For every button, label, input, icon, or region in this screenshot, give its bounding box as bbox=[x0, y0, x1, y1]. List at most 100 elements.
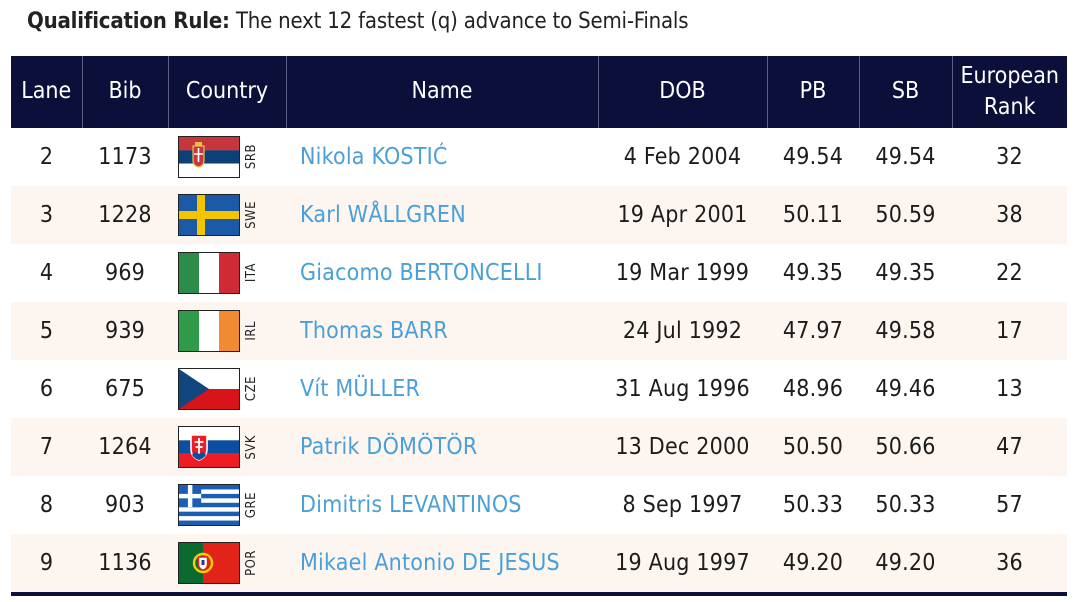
country-code: SVK bbox=[244, 434, 259, 460]
country-code: CZE bbox=[244, 376, 259, 402]
serbia-flag bbox=[178, 136, 240, 178]
sb-cell: 49.35 bbox=[875, 260, 936, 286]
pb-cell: 47.97 bbox=[767, 302, 859, 360]
lane-cell: 5 bbox=[11, 302, 82, 360]
lane-cell: 2 bbox=[39, 144, 54, 170]
dob-cell: 24 Jul 1992 bbox=[598, 302, 767, 360]
country-cell: SVK bbox=[168, 418, 286, 476]
bib-cell: 939 bbox=[82, 302, 168, 360]
athlete-name-link[interactable]: Nikola KOSTIĆ bbox=[300, 144, 448, 170]
header-rank-line1: European bbox=[960, 62, 1059, 89]
athlete-name-link[interactable]: Thomas BARR bbox=[286, 302, 598, 360]
sweden-flag bbox=[178, 194, 240, 236]
sb-cell: 49.58 bbox=[859, 302, 952, 360]
pb-cell: 48.96 bbox=[782, 376, 844, 402]
european-rank-cell: 47 bbox=[952, 418, 1067, 476]
dob-cell: 19 Mar 1999 bbox=[615, 260, 750, 286]
european-rank-cell: 38 bbox=[952, 186, 1067, 244]
country-code: SWE bbox=[244, 201, 259, 229]
header-sb: SB bbox=[858, 56, 952, 128]
header-country: Country bbox=[167, 56, 286, 128]
pb-cell: 49.35 bbox=[782, 260, 844, 286]
qualification-rule: Qualification Rule: The next 12 fastest … bbox=[27, 9, 689, 34]
lane-cell: 4 bbox=[39, 260, 54, 286]
athlete-name-link[interactable]: Karl WÅLLGREN bbox=[286, 186, 598, 244]
european-rank-cell: 57 bbox=[996, 492, 1023, 518]
bib-cell: 675 bbox=[104, 376, 146, 402]
country-cell: CZE bbox=[168, 360, 286, 418]
pb-cell: 50.33 bbox=[782, 492, 844, 518]
dob-cell: 8 Sep 1997 bbox=[622, 492, 743, 518]
table-row: 8 903 GRE Dimitris LEVANTINOS 8 Sep 1997 50.3… bbox=[11, 476, 1067, 534]
table-row: 6 675 CZE Vít MÜLLER 31 Aug 1996 48.96 49.46 13 bbox=[11, 360, 1067, 418]
lane-cell: 8 bbox=[39, 492, 54, 518]
athlete-name-link[interactable]: Vít MÜLLER bbox=[300, 376, 421, 402]
dob-cell: 13 Dec 2000 bbox=[598, 418, 767, 476]
table-row: 9 1136 POR Mikael Antonio DE JESUS 19 Aug 19… bbox=[11, 534, 1067, 596]
bib-cell: 1228 bbox=[82, 186, 168, 244]
country-code: POR bbox=[244, 550, 259, 576]
bib-cell: 1136 bbox=[82, 534, 168, 596]
slovakia-flag bbox=[178, 426, 240, 468]
portugal-flag bbox=[178, 542, 240, 584]
dob-cell: 19 Apr 2001 bbox=[598, 186, 767, 244]
dob-cell: 31 Aug 1996 bbox=[615, 376, 750, 402]
sb-cell: 49.54 bbox=[875, 144, 936, 170]
pb-cell: 49.20 bbox=[767, 534, 859, 596]
country-cell: SWE bbox=[168, 186, 286, 244]
sb-cell: 50.66 bbox=[859, 418, 952, 476]
lane-cell: 6 bbox=[39, 376, 54, 402]
european-rank-cell: 17 bbox=[952, 302, 1067, 360]
lane-cell: 7 bbox=[11, 418, 82, 476]
pb-cell: 49.54 bbox=[782, 144, 844, 170]
athlete-name-link[interactable]: Patrik DÖMÖTÖR bbox=[286, 418, 598, 476]
ireland-flag bbox=[178, 310, 240, 352]
european-rank-cell: 13 bbox=[996, 376, 1023, 402]
sb-cell: 49.20 bbox=[859, 534, 952, 596]
start-list-table: Lane Bib Country Name DOB PB SB European… bbox=[11, 56, 1067, 596]
dob-cell: 4 Feb 2004 bbox=[623, 144, 742, 170]
table-row: 7 1264 SVK Patrik DÖMÖTÖR 13 Dec 2000 50.50 50… bbox=[11, 418, 1067, 476]
header-dob: DOB bbox=[597, 56, 767, 128]
greece-flag bbox=[178, 484, 240, 526]
country-cell: POR bbox=[168, 534, 286, 596]
country-code: SRB bbox=[244, 144, 259, 170]
athlete-name-link[interactable]: Giacomo BERTONCELLI bbox=[300, 260, 543, 286]
sb-cell: 50.59 bbox=[859, 186, 952, 244]
bib-cell: 969 bbox=[104, 260, 146, 286]
header-european-rank: European Rank bbox=[951, 56, 1067, 128]
athlete-name-link[interactable]: Dimitris LEVANTINOS bbox=[300, 492, 522, 518]
header-name: Name bbox=[285, 56, 598, 128]
bib-cell: 903 bbox=[104, 492, 146, 518]
country-cell: GRE bbox=[168, 476, 286, 534]
header-bib: Bib bbox=[81, 56, 168, 128]
table-row: 5 939 IRL Thomas BARR 24 Jul 1992 47.97 49.58 1… bbox=[11, 302, 1067, 360]
european-rank-cell: 32 bbox=[996, 144, 1023, 170]
table-row: 3 1228 SWE Karl WÅLLGREN 19 Apr 2001 50.11 50.… bbox=[11, 186, 1067, 244]
table-row: 2 1173 SRB Nikola KOSTIĆ 4 Feb 2004 49.54 49.5… bbox=[11, 128, 1067, 186]
pb-cell: 50.50 bbox=[767, 418, 859, 476]
sb-cell: 50.33 bbox=[875, 492, 936, 518]
european-rank-cell: 36 bbox=[952, 534, 1067, 596]
country-cell: SRB bbox=[168, 128, 286, 186]
header-rank-line2: Rank bbox=[983, 94, 1036, 120]
athlete-name-link[interactable]: Mikael Antonio DE JESUS bbox=[286, 534, 598, 596]
lane-cell: 3 bbox=[11, 186, 82, 244]
czechia-flag bbox=[178, 368, 240, 410]
country-cell: IRL bbox=[168, 302, 286, 360]
italy-flag bbox=[178, 252, 240, 294]
bib-cell: 1173 bbox=[98, 144, 152, 170]
country-code: IRL bbox=[244, 321, 259, 341]
country-code: ITA bbox=[244, 263, 259, 283]
bib-cell: 1264 bbox=[82, 418, 168, 476]
pb-cell: 50.11 bbox=[767, 186, 859, 244]
country-cell: ITA bbox=[168, 244, 286, 302]
qualification-rule-label: Qualification Rule: bbox=[27, 9, 230, 34]
lane-cell: 9 bbox=[11, 534, 82, 596]
sb-cell: 49.46 bbox=[875, 376, 936, 402]
table-header-row: Lane Bib Country Name DOB PB SB European… bbox=[11, 56, 1067, 128]
dob-cell: 19 Aug 1997 bbox=[598, 534, 767, 596]
header-pb: PB bbox=[766, 56, 859, 128]
qualification-rule-text: The next 12 fastest (q) advance to Semi-… bbox=[235, 9, 689, 34]
table-row: 4 969 ITA Giacomo BERTONCELLI 19 Mar 1999 49.… bbox=[11, 244, 1067, 302]
